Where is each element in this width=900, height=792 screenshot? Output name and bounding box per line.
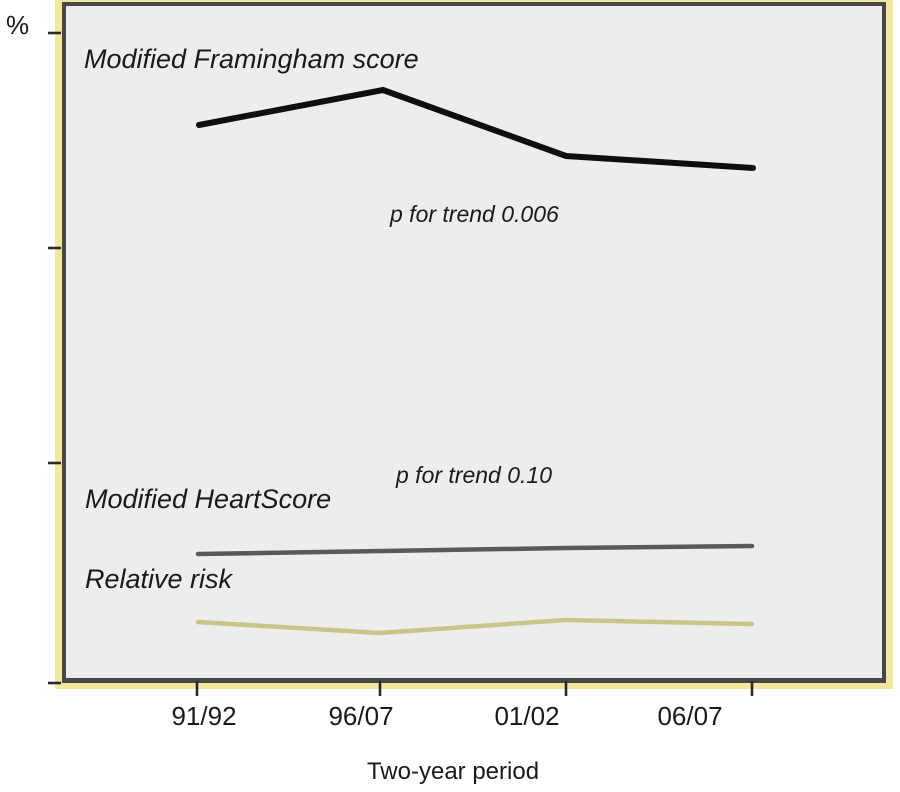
- x-axis-label: Two-year period: [366, 758, 540, 785]
- y-axis-label: %: [6, 10, 30, 40]
- x-tick-label-0: 91/92: [171, 701, 237, 731]
- x-tick-label-2: 01/02: [494, 701, 560, 731]
- annotation-p-trend-heartscore: p for trend 0.10: [396, 462, 552, 488]
- x-tick-label-1: 96/07: [328, 701, 394, 731]
- annotation-p-trend-framingham: p for trend 0.006: [390, 201, 559, 227]
- x-tick-label-3: 06/07: [657, 701, 723, 731]
- series-label-heartscore: Modified HeartScore: [85, 484, 332, 514]
- series-label-relative-risk: Relative risk: [85, 564, 233, 594]
- series-label-framingham: Modified Framingham score: [84, 44, 419, 74]
